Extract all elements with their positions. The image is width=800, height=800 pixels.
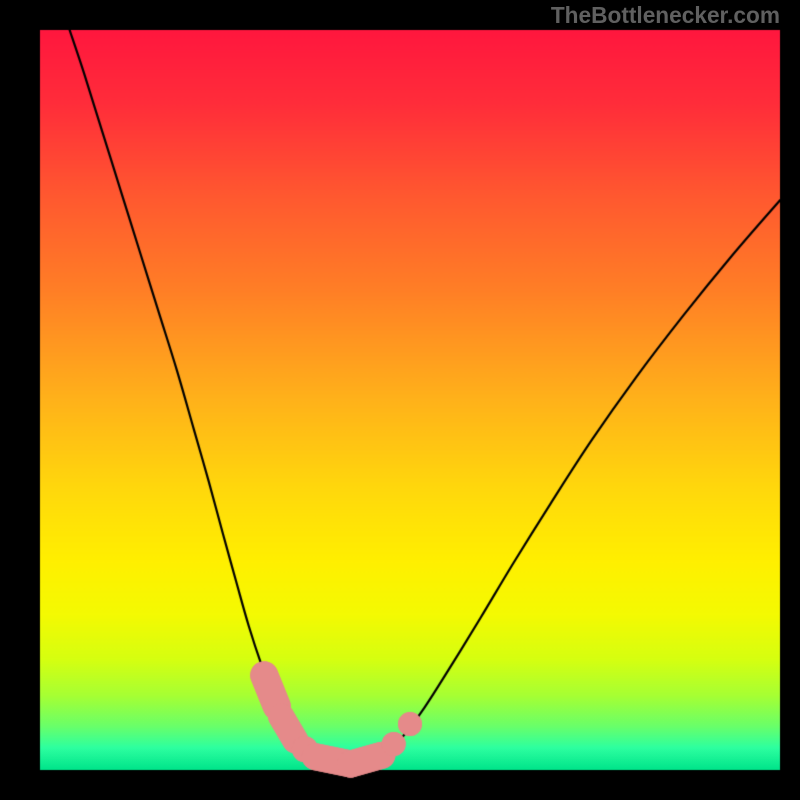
figure-root: TheBottlenecker.com: [0, 0, 800, 800]
bottleneck-chart: [0, 0, 800, 800]
watermark-label: TheBottlenecker.com: [551, 2, 780, 29]
